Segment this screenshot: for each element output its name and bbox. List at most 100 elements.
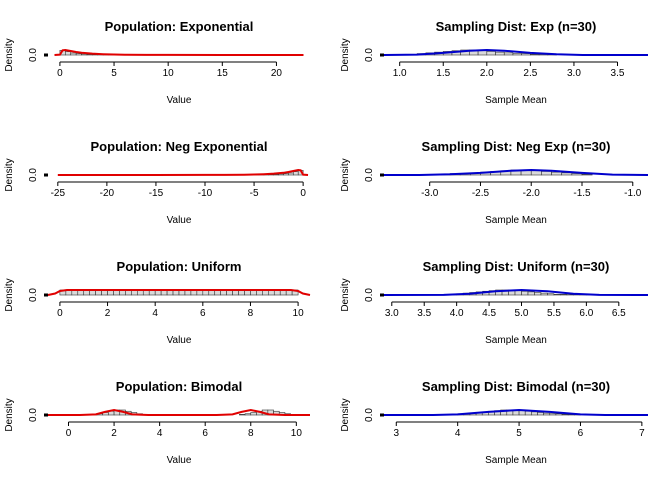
histogram-bar [541,171,552,176]
y-axis-label: Density [4,38,15,71]
chart-panel: Sampling Dist: Exp (n=30) Density 0.0 1.0 1.… [340,19,648,106]
y-axis-label: Density [4,398,15,431]
chart-title: Population: Uniform [117,259,242,274]
x-tick-label: 4 [157,428,163,439]
x-tick-label: 6.0 [579,308,593,319]
histogram-bar [549,413,557,416]
histogram-bar [512,53,522,56]
density-curve [57,168,309,176]
x-tick-label: 0 [66,428,72,439]
x-tick-label: 2.0 [480,68,494,79]
histogram-bar [547,293,555,296]
x-axis-label: Value [167,455,192,466]
density-curve [383,48,648,56]
density-curve [383,288,649,296]
histogram-bar [283,173,289,176]
chart-panel: Population: Bimodal Density 0.0 0 2 4 6 8 10 Valu… [4,379,310,466]
chart-title: Population: Neg Exponential [91,139,268,154]
x-tick-label: 5.0 [515,308,529,319]
x-tick-label: 1.5 [436,68,450,79]
x-tick-label: 4 [152,308,158,319]
chart-panel: Population: Exponential Density 0.0 0 5 10 15 2… [4,19,304,106]
x-tick-label: 10 [293,308,305,319]
x-tick-label: 3.0 [567,68,581,79]
histogram-bar [571,173,583,176]
histogram-bar [70,52,77,56]
x-tick-label: 2 [111,428,117,439]
x-tick-label: -5 [250,188,259,199]
histogram-bar [534,292,542,296]
histogram-bar [530,53,540,56]
x-tick-label: 5 [111,68,117,79]
y-tick-label: 0.0 [364,168,375,182]
x-tick-label: 3.5 [417,308,431,319]
histogram-bar [521,53,531,56]
x-tick-label: -1.5 [573,188,591,199]
x-tick-label: 2.5 [523,68,537,79]
chart-title: Population: Bimodal [116,379,242,394]
chart-panel: Sampling Dist: Neg Exp (n=30) Density 0.0 -… [340,139,649,226]
histogram-bar [239,414,246,416]
histogram-bar [521,290,529,296]
histogram-bar [553,294,561,296]
x-tick-label: -15 [149,188,164,199]
x-tick-label: 8 [248,308,254,319]
x-tick-label: -3.0 [421,188,439,199]
x-axis-label: Value [167,215,192,226]
histogram-bar [514,290,522,296]
histogram-bar [495,51,505,56]
density-curve [384,408,648,416]
histogram-bar [250,412,257,416]
x-axis-label: Sample Mean [485,95,547,106]
histogram-bar [486,51,496,56]
histogram-bar [477,50,488,56]
density-curve [47,289,311,296]
histogram-bar [560,294,568,296]
histogram-bar [503,52,514,56]
x-tick-label: 3.5 [611,68,625,79]
x-tick-label: 0 [57,308,63,319]
histogram-bar [555,413,563,416]
histogram-bar [540,292,548,296]
density-curve [384,168,649,176]
x-tick-label: 4 [455,428,461,439]
y-axis-label: Density [340,158,351,191]
y-tick-label: 0.0 [28,288,39,302]
x-tick-label: 1.0 [393,68,407,79]
x-tick-label: -1.0 [624,188,642,199]
y-axis-label: Density [340,38,351,71]
x-axis-label: Sample Mean [485,455,547,466]
x-tick-label: 5 [516,428,522,439]
histogram-bar [293,171,299,176]
histogram-bar [551,171,562,176]
x-tick-label: 10 [163,68,175,79]
histogram-bar [527,291,535,296]
histogram-bar [530,170,542,176]
x-tick-label: -2.5 [472,188,490,199]
x-tick-label: 8 [248,428,254,439]
x-tick-label: 0 [300,188,306,199]
y-tick-label: 0.0 [28,48,39,62]
x-tick-label: -2.0 [523,188,541,199]
y-axis-label: Density [340,398,351,431]
chart-title: Population: Exponential [105,19,254,34]
x-tick-label: 10 [291,428,303,439]
x-tick-label: 20 [271,68,283,79]
x-tick-label: 4.0 [450,308,464,319]
chart-panel: Population: Neg Exponential Density 0.0 -25… [4,139,309,226]
chart-panel: Sampling Dist: Uniform (n=30) Density 0.0 3… [340,259,649,346]
histogram-bar [581,173,593,176]
histogram-bar [288,172,294,176]
y-axis-label: Density [4,278,15,311]
x-tick-label: 6.5 [612,308,626,319]
chart-panel: Sampling Dist: Bimodal (n=30) Density 0.0 3… [340,379,648,466]
x-tick-label: 5.5 [547,308,561,319]
chart-title: Sampling Dist: Bimodal (n=30) [422,379,610,394]
chart-title: Sampling Dist: Neg Exp (n=30) [422,139,611,154]
x-tick-label: 2 [105,308,111,319]
x-tick-label: -10 [198,188,213,199]
histogram-bar [561,172,573,176]
y-tick-label: 0.0 [28,408,39,422]
density-curve [48,408,310,416]
histogram-bar [75,53,82,56]
